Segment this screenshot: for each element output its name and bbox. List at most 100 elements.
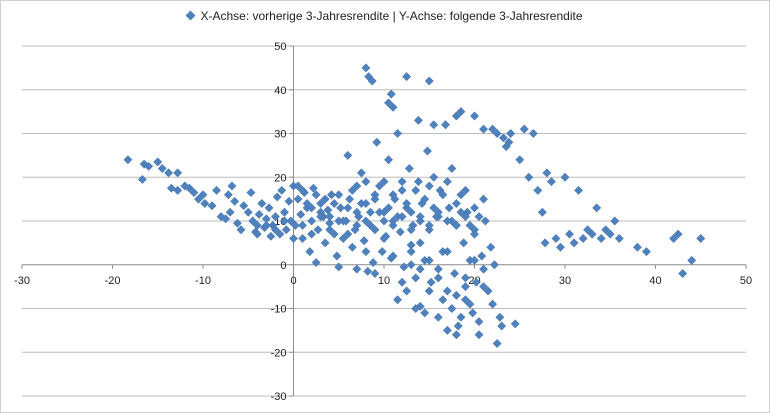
data-point: [379, 216, 389, 226]
data-point: [193, 194, 203, 204]
data-point: [402, 199, 412, 208]
data-point: [460, 282, 470, 292]
y-tick-label: 20: [274, 172, 286, 184]
x-tick-label: 40: [649, 275, 661, 287]
data-point: [329, 199, 339, 208]
data-point: [257, 199, 267, 208]
data-point: [515, 155, 525, 165]
data-point: [444, 203, 454, 213]
data-point: [528, 129, 538, 138]
data-point: [189, 188, 199, 198]
data-point: [365, 220, 375, 230]
data-point: [345, 194, 355, 204]
data-point: [492, 339, 502, 348]
data-point: [488, 124, 498, 134]
data-point: [415, 264, 425, 274]
data-point: [307, 229, 317, 239]
data-point: [551, 234, 561, 243]
data-point: [477, 251, 487, 261]
data-point: [601, 225, 611, 235]
data-point: [281, 225, 291, 235]
data-point: [669, 234, 679, 243]
data-point: [397, 185, 407, 195]
data-point: [343, 203, 353, 213]
data-point: [227, 181, 237, 191]
data-point: [456, 312, 466, 322]
data-point: [370, 269, 380, 278]
data-point: [307, 203, 317, 213]
data-point: [252, 229, 262, 239]
data-point: [279, 207, 289, 217]
data-point: [365, 207, 375, 217]
data-point: [144, 161, 154, 171]
x-tick-label: 30: [559, 275, 571, 287]
data-point: [486, 242, 496, 252]
data-point: [578, 234, 588, 243]
data-point: [433, 312, 443, 322]
data-point: [442, 286, 452, 296]
data-point: [614, 234, 624, 243]
data-point: [424, 286, 434, 296]
data-point: [270, 212, 280, 222]
data-point: [343, 229, 353, 239]
data-point: [413, 177, 423, 187]
data-point: [180, 181, 190, 191]
data-point: [460, 295, 470, 305]
data-point: [153, 157, 163, 167]
data-point: [368, 258, 378, 268]
data-point: [232, 218, 242, 228]
data-point: [583, 225, 593, 235]
data-point: [489, 260, 499, 270]
data-point: [429, 120, 439, 130]
data-point: [399, 262, 409, 272]
data-point: [296, 209, 306, 219]
data-point: [361, 247, 371, 257]
data-point: [388, 102, 398, 112]
data-point: [305, 247, 315, 257]
data-point: [519, 124, 529, 134]
data-point: [495, 312, 505, 322]
data-point: [347, 185, 357, 195]
y-tick-label: 40: [274, 85, 286, 97]
data-point: [284, 196, 294, 206]
data-point: [497, 321, 507, 331]
data-point: [388, 220, 398, 230]
data-point: [415, 212, 425, 222]
data-point: [225, 207, 235, 217]
data-point: [465, 220, 475, 230]
data-point: [275, 229, 285, 239]
data-point: [334, 190, 344, 200]
x-tick-label: -30: [14, 275, 30, 287]
data-point: [379, 207, 389, 217]
data-point: [243, 207, 253, 217]
data-point: [388, 251, 398, 261]
data-point: [696, 234, 706, 243]
x-tick-label: 10: [378, 275, 390, 287]
data-point: [479, 194, 489, 204]
legend-label: X-Achse: vorherige 3-Jahresrendite | Y-A…: [200, 9, 583, 23]
data-point: [565, 229, 575, 239]
data-point: [384, 155, 394, 165]
x-tick-label: -10: [195, 275, 211, 287]
data-point: [560, 172, 570, 182]
data-point: [343, 150, 353, 160]
data-point: [395, 227, 405, 237]
data-point: [460, 273, 470, 283]
data-point: [361, 63, 371, 73]
data-point: [379, 234, 389, 243]
data-point: [311, 258, 321, 268]
data-point: [359, 236, 369, 246]
data-point: [173, 168, 183, 178]
data-point: [374, 181, 384, 191]
data-point: [384, 203, 394, 213]
data-point: [451, 290, 461, 300]
data-point: [302, 199, 312, 208]
data-point: [352, 220, 362, 230]
data-point: [438, 295, 448, 305]
data-point: [352, 207, 362, 217]
y-tick-label: -30: [271, 391, 287, 403]
data-point: [298, 234, 308, 243]
data-point: [406, 225, 416, 235]
data-point: [442, 177, 452, 187]
data-point: [356, 199, 366, 208]
